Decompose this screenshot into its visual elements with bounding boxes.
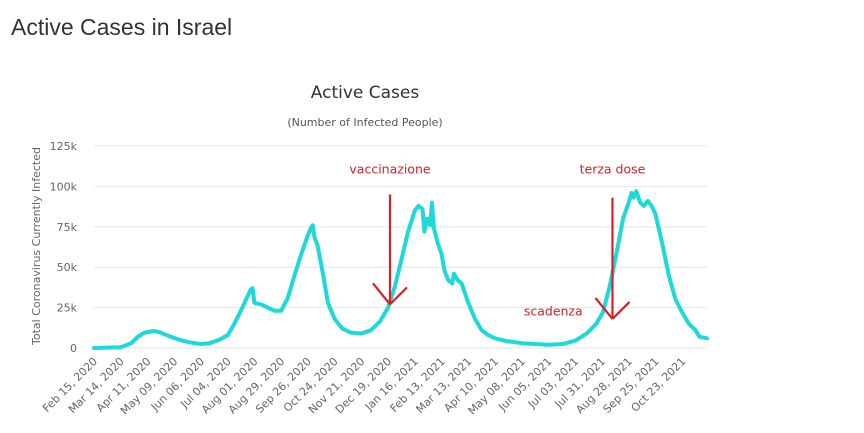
- annotation-label: scadenza: [524, 304, 583, 319]
- y-tick-label: 25k: [57, 302, 78, 315]
- y-tick-label: 75k: [57, 221, 78, 234]
- series-group: [92, 189, 709, 350]
- series-line: [92, 189, 709, 350]
- y-tick-label: 125k: [50, 140, 78, 153]
- y-tick-label: 50k: [57, 261, 78, 274]
- annotations-group: vaccinazione terza dose scadenza: [349, 161, 646, 320]
- page-title: Active Cases in Israel: [11, 14, 233, 40]
- chart-title: Active Cases: [311, 83, 420, 103]
- y-tick-label: 100k: [50, 180, 78, 193]
- y-axis-title: Total Coronavirus Currently Infected: [30, 147, 43, 346]
- chart-subtitle: (Number of Infected People): [287, 116, 442, 129]
- y-tick-label: 0: [70, 342, 77, 355]
- annotation-arrow-head-right: [611, 301, 631, 320]
- annotation-arrow-head-right: [389, 286, 408, 306]
- annotation-arrow-head-left: [594, 297, 614, 320]
- y-axis-ticks: 0 25k 50k 75k 100k 125k: [50, 140, 78, 355]
- annotation-label: vaccinazione: [349, 161, 430, 176]
- annotation-label: terza dose: [580, 161, 646, 176]
- annotation-arrow-head-left: [372, 282, 391, 306]
